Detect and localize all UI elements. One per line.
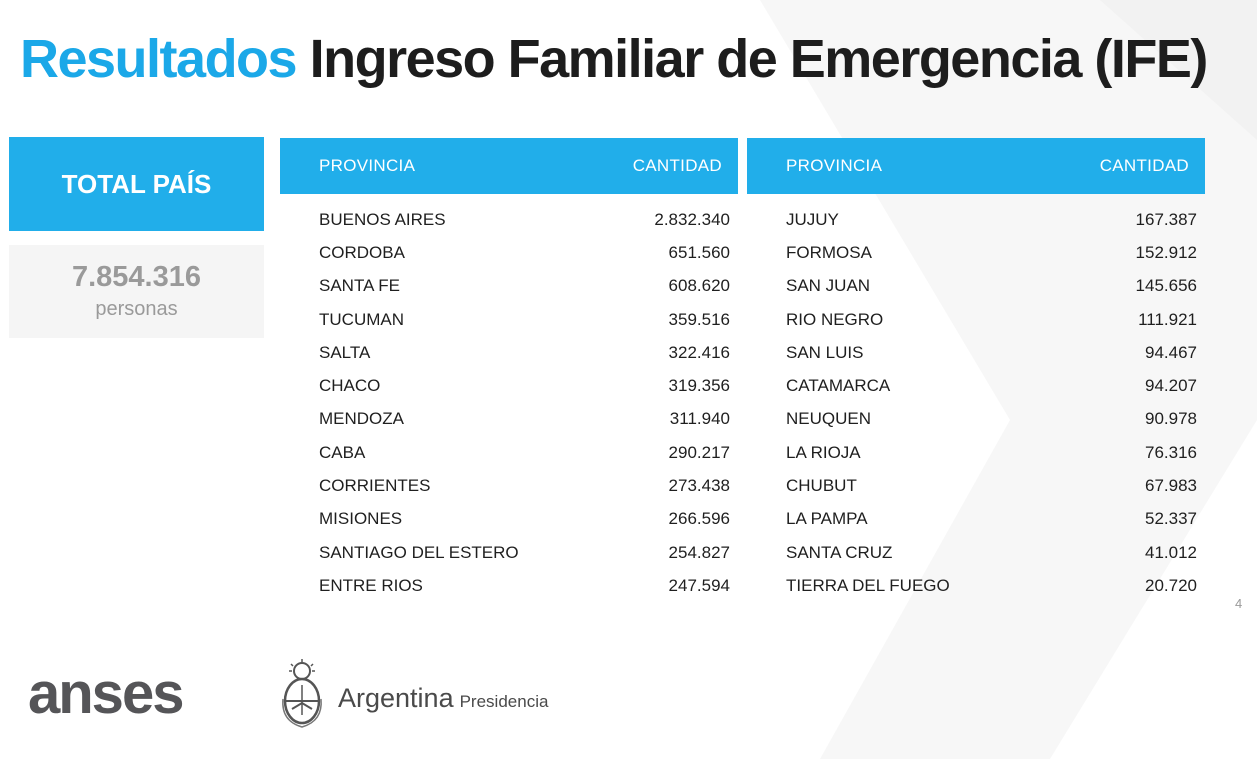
- total-value-box: 7.854.316 personas: [9, 245, 264, 338]
- table-row: SALTA 322.416: [280, 336, 738, 369]
- table-row: SANTA FE 608.620: [280, 270, 738, 303]
- argentina-presidencia-logo: Argentina Presidencia: [338, 683, 548, 714]
- province-count: 167.387: [1135, 209, 1197, 229]
- province-name: FORMOSA: [786, 242, 872, 262]
- coat-of-arms-icon: [282, 659, 322, 728]
- title-rest: Ingreso Familiar de Emergencia (IFE): [309, 29, 1209, 89]
- table-row: SANTIAGO DEL ESTERO 254.827: [280, 536, 738, 569]
- page-number: 4: [1235, 596, 1243, 611]
- province-table-right: PROVINCIA CANTIDAD JUJUY 167.387 FORMOSA 1…: [747, 138, 1205, 603]
- table-header: PROVINCIA CANTIDAD: [747, 138, 1205, 194]
- table-row: SANTA CRUZ 41.012: [747, 536, 1205, 569]
- title-highlight: Resultados: [20, 29, 298, 89]
- province-name: SANTA FE: [319, 276, 400, 296]
- table-row: SAN JUAN 145.656: [747, 270, 1205, 303]
- table-row: ENTRE RIOS 247.594: [280, 569, 738, 602]
- table-row: SAN LUIS 94.467: [747, 336, 1205, 369]
- table-row: JUJUY 167.387: [747, 203, 1205, 236]
- table-row: MENDOZA 311.940: [280, 403, 738, 436]
- province-count: 247.594: [668, 575, 730, 595]
- province-name: LA PAMPA: [786, 509, 868, 529]
- total-label: TOTAL PAÍS: [61, 168, 212, 199]
- province-count: 322.416: [668, 342, 730, 362]
- province-count: 311.940: [669, 409, 730, 429]
- table-row: CORDOBA 651.560: [280, 236, 738, 269]
- presidencia-text: Presidencia: [459, 692, 549, 711]
- column-header-cantidad: CANTIDAD: [632, 156, 722, 175]
- anses-logo: anses: [28, 661, 184, 726]
- province-name: TIERRA DEL FUEGO: [786, 575, 950, 595]
- total-label-box: TOTAL PAÍS: [9, 137, 264, 231]
- table-row: CABA 290.217: [280, 436, 738, 469]
- province-count: 359.516: [668, 309, 730, 329]
- province-name: SAN JUAN: [786, 276, 871, 296]
- province-count: 111.921: [1138, 309, 1197, 329]
- province-count: 319.356: [668, 376, 730, 396]
- province-count: 76.316: [1145, 442, 1197, 462]
- total-unit: personas: [95, 298, 178, 320]
- province-count: 20.720: [1145, 575, 1197, 595]
- province-count: 290.217: [668, 442, 730, 462]
- province-name: MISIONES: [319, 509, 403, 529]
- province-name: CATAMARCA: [786, 376, 891, 396]
- table-body: JUJUY 167.387 FORMOSA 152.912 SAN JUAN 145.…: [747, 194, 1205, 603]
- table-row: CHACO 319.356: [280, 369, 738, 402]
- province-name: ENTRE RIOS: [319, 575, 423, 595]
- province-name: CHUBUT: [786, 476, 857, 496]
- province-table-left: PROVINCIA CANTIDAD BUENOS AIRES 2.832.340…: [280, 138, 738, 603]
- table-row: LA PAMPA 52.337: [747, 503, 1205, 536]
- table-row: CATAMARCA 94.207: [747, 369, 1205, 402]
- province-name: LA RIOJA: [786, 442, 861, 462]
- province-name: SALTA: [319, 342, 371, 362]
- table-row: TUCUMAN 359.516: [280, 303, 738, 336]
- province-name: MENDOZA: [319, 409, 404, 429]
- argentina-text: Argentina: [338, 683, 454, 713]
- table-header: PROVINCIA CANTIDAD: [280, 138, 738, 194]
- column-header-provincia: PROVINCIA: [319, 156, 416, 175]
- table-row: TIERRA DEL FUEGO 20.720: [747, 569, 1205, 602]
- province-name: CORRIENTES: [319, 476, 431, 496]
- total-value: 7.854.316: [71, 261, 201, 293]
- table-row: MISIONES 266.596: [280, 503, 738, 536]
- province-count: 608.620: [668, 276, 730, 296]
- table-row: LA RIOJA 76.316: [747, 436, 1205, 469]
- province-name: SAN LUIS: [786, 342, 864, 362]
- province-count: 94.467: [1145, 342, 1197, 362]
- province-count: 94.207: [1145, 376, 1197, 396]
- province-count: 2.832.340: [654, 209, 730, 229]
- table-row: FORMOSA 152.912: [747, 236, 1205, 269]
- page-title: Resultados Ingreso Familiar de Emergenci…: [20, 28, 1209, 90]
- province-name: CORDOBA: [319, 242, 405, 262]
- province-count: 67.983: [1145, 476, 1197, 496]
- table-row: RIO NEGRO 111.921: [747, 303, 1205, 336]
- province-name: CABA: [319, 442, 366, 462]
- province-count: 145.656: [1135, 276, 1197, 296]
- province-name: SANTIAGO DEL ESTERO: [319, 542, 519, 562]
- column-header-provincia: PROVINCIA: [786, 156, 883, 175]
- table-row: BUENOS AIRES 2.832.340: [280, 203, 738, 236]
- table-row: NEUQUEN 90.978: [747, 403, 1205, 436]
- province-name: RIO NEGRO: [786, 309, 884, 329]
- province-count: 41.012: [1145, 542, 1197, 562]
- province-count: 52.337: [1145, 509, 1197, 529]
- table-body: BUENOS AIRES 2.832.340 CORDOBA 651.560 SAN…: [280, 194, 738, 603]
- province-name: TUCUMAN: [319, 309, 404, 329]
- column-header-cantidad: CANTIDAD: [1099, 156, 1189, 175]
- province-name: NEUQUEN: [786, 409, 872, 429]
- province-name: BUENOS AIRES: [319, 209, 446, 229]
- province-count: 152.912: [1135, 242, 1197, 262]
- province-name: CHACO: [319, 376, 381, 396]
- province-name: SANTA CRUZ: [786, 542, 893, 562]
- province-name: JUJUY: [786, 209, 839, 229]
- table-row: CORRIENTES 273.438: [280, 469, 738, 502]
- province-count: 266.596: [668, 509, 730, 529]
- province-count: 273.438: [668, 476, 730, 496]
- table-row: CHUBUT 67.983: [747, 469, 1205, 502]
- province-count: 90.978: [1145, 409, 1197, 429]
- province-count: 254.827: [668, 542, 730, 562]
- province-count: 651.560: [668, 242, 730, 262]
